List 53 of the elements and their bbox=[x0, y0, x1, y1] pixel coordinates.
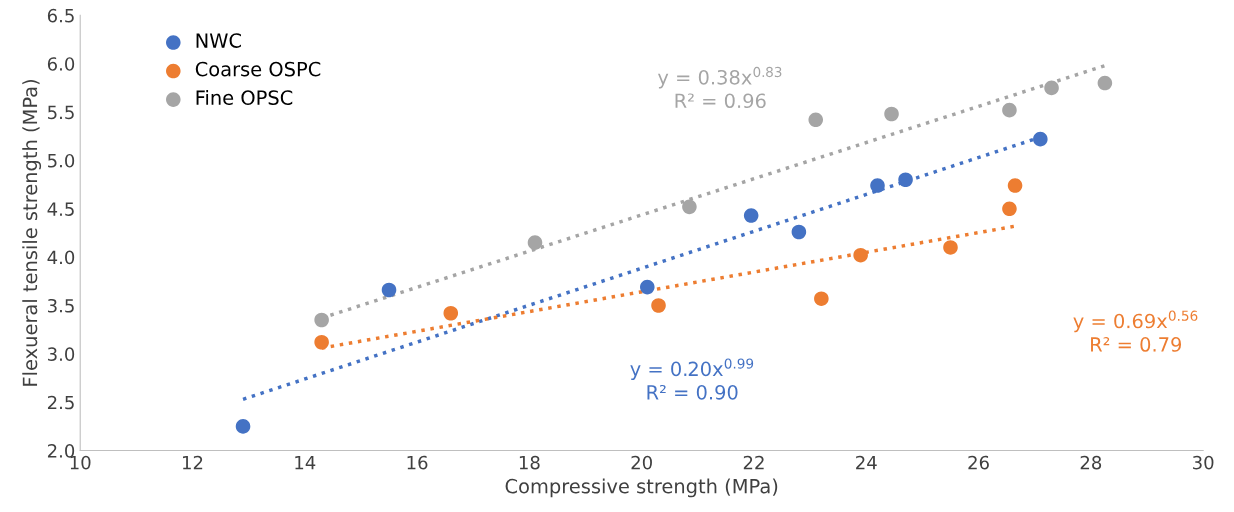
point bbox=[1044, 80, 1059, 96]
point bbox=[898, 172, 913, 188]
x-tick-label: 10 bbox=[70, 455, 91, 470]
y-tick-label: 2.5 bbox=[47, 395, 74, 410]
point bbox=[791, 224, 807, 240]
y-tick-label: 3.0 bbox=[48, 347, 75, 361]
point bbox=[640, 279, 655, 295]
point bbox=[743, 208, 759, 223]
point bbox=[527, 235, 543, 250]
point bbox=[443, 305, 459, 321]
point bbox=[870, 178, 885, 193]
point bbox=[853, 247, 868, 263]
x-tick-label: 18 bbox=[519, 455, 540, 470]
point bbox=[314, 334, 329, 350]
y-tick-label: 6.5 bbox=[47, 8, 74, 23]
y-axis-title: Flexueral tensile strength (MPa) bbox=[22, 79, 42, 386]
x-tick-label: 22 bbox=[743, 455, 764, 470]
point bbox=[682, 199, 697, 215]
point bbox=[1007, 178, 1023, 193]
legend-label: NWC bbox=[196, 33, 241, 48]
y-tick-label: 5.5 bbox=[48, 105, 74, 120]
y-tick-label: 4.5 bbox=[47, 202, 74, 216]
point bbox=[814, 291, 829, 307]
x-tick-label: 16 bbox=[407, 455, 428, 470]
point bbox=[808, 112, 824, 128]
y-tick-label: 2.0 bbox=[47, 444, 75, 458]
y-tick-label: 4.0 bbox=[47, 250, 75, 265]
legend-label: Fine OPSC bbox=[196, 89, 293, 105]
point bbox=[943, 240, 958, 255]
point bbox=[1033, 131, 1048, 147]
y-tick-label: 5.0 bbox=[48, 153, 75, 168]
point bbox=[651, 298, 666, 313]
point bbox=[314, 312, 329, 328]
annotation: y = 0.38x$^{0.83}$ R² = 0.96 bbox=[657, 66, 782, 109]
point bbox=[235, 419, 251, 434]
point bbox=[884, 106, 899, 122]
x-tick-label: 30 bbox=[1193, 455, 1214, 470]
x-tick-label: 14 bbox=[295, 455, 316, 470]
x-axis-title: Compressive strength (MPa) bbox=[505, 478, 778, 498]
point bbox=[1002, 102, 1017, 118]
point bbox=[1002, 201, 1017, 217]
x-tick-label: 24 bbox=[856, 455, 877, 470]
annotation: y = 0.69x$^{0.56}$ R² = 0.79 bbox=[1073, 310, 1198, 352]
y-tick-label: 3.5 bbox=[48, 298, 74, 313]
x-tick-label: 12 bbox=[183, 455, 203, 470]
x-tick-label: 28 bbox=[1080, 455, 1102, 470]
legend-label: Coarse OSPC bbox=[195, 61, 321, 77]
annotation: y = 0.20x$^{0.99}$ R² = 0.90 bbox=[630, 358, 754, 400]
point bbox=[381, 282, 397, 298]
y-tick-label: 6.0 bbox=[47, 57, 75, 71]
x-tick-label: 20 bbox=[631, 455, 652, 470]
x-tick-label: 26 bbox=[968, 455, 989, 470]
point bbox=[1097, 75, 1113, 91]
